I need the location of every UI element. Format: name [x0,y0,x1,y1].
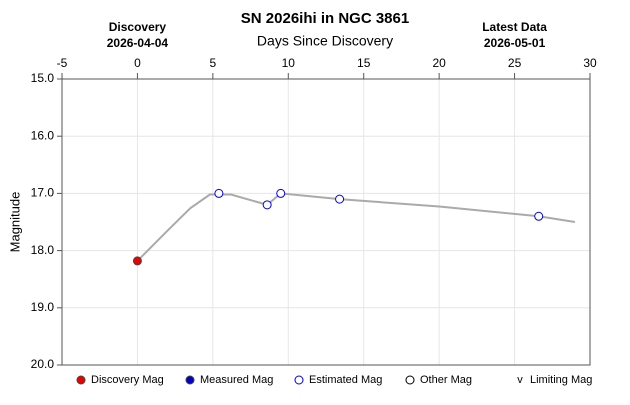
x-tick-label: 30 [583,56,597,70]
header-date: 2026-04-04 [107,36,169,50]
y-tick-label: 19.0 [31,300,55,314]
x-tick-label: 15 [357,56,371,70]
y-tick-label: 17.0 [31,186,55,200]
x-tick-label: 10 [282,56,296,70]
data-point [276,188,286,198]
y-tick-label: 15.0 [31,71,55,85]
x-tick-label: 5 [210,56,217,70]
legend-label: Discovery Mag [91,374,164,386]
x-tick-label: 25 [508,56,522,70]
x-tick-label: 20 [432,56,446,70]
legend-label: Limiting Mag [530,374,592,386]
legend-marker [294,375,304,385]
legend-label: Other Mag [420,374,472,386]
header-date: 2026-05-01 [484,36,546,50]
legend-label: Estimated Mag [309,374,382,386]
header-label: Latest Data [482,20,547,34]
data-point [534,211,544,221]
chart-title: SN 2026ihi in NGC 3861 [241,10,409,27]
header-label: Discovery [109,20,167,34]
legend-label: Measured Mag [200,374,273,386]
legend-marker [405,375,415,385]
data-point [214,188,224,198]
data-point [132,256,142,266]
data-point [335,194,345,204]
data-point [262,200,272,210]
y-tick-label: 18.0 [31,243,55,257]
x-axis-label: Days Since Discovery [257,33,393,49]
x-tick-label: 0 [134,56,141,70]
plot-frame [61,78,591,366]
legend-marker [76,375,86,385]
y-tick-label: 16.0 [31,128,55,142]
y-tick-label: 20.0 [31,357,55,371]
y-axis-label: Magnitude [7,192,22,253]
legend-marker: v [517,374,523,386]
legend-marker [185,375,195,385]
x-tick-label: -5 [57,56,68,70]
